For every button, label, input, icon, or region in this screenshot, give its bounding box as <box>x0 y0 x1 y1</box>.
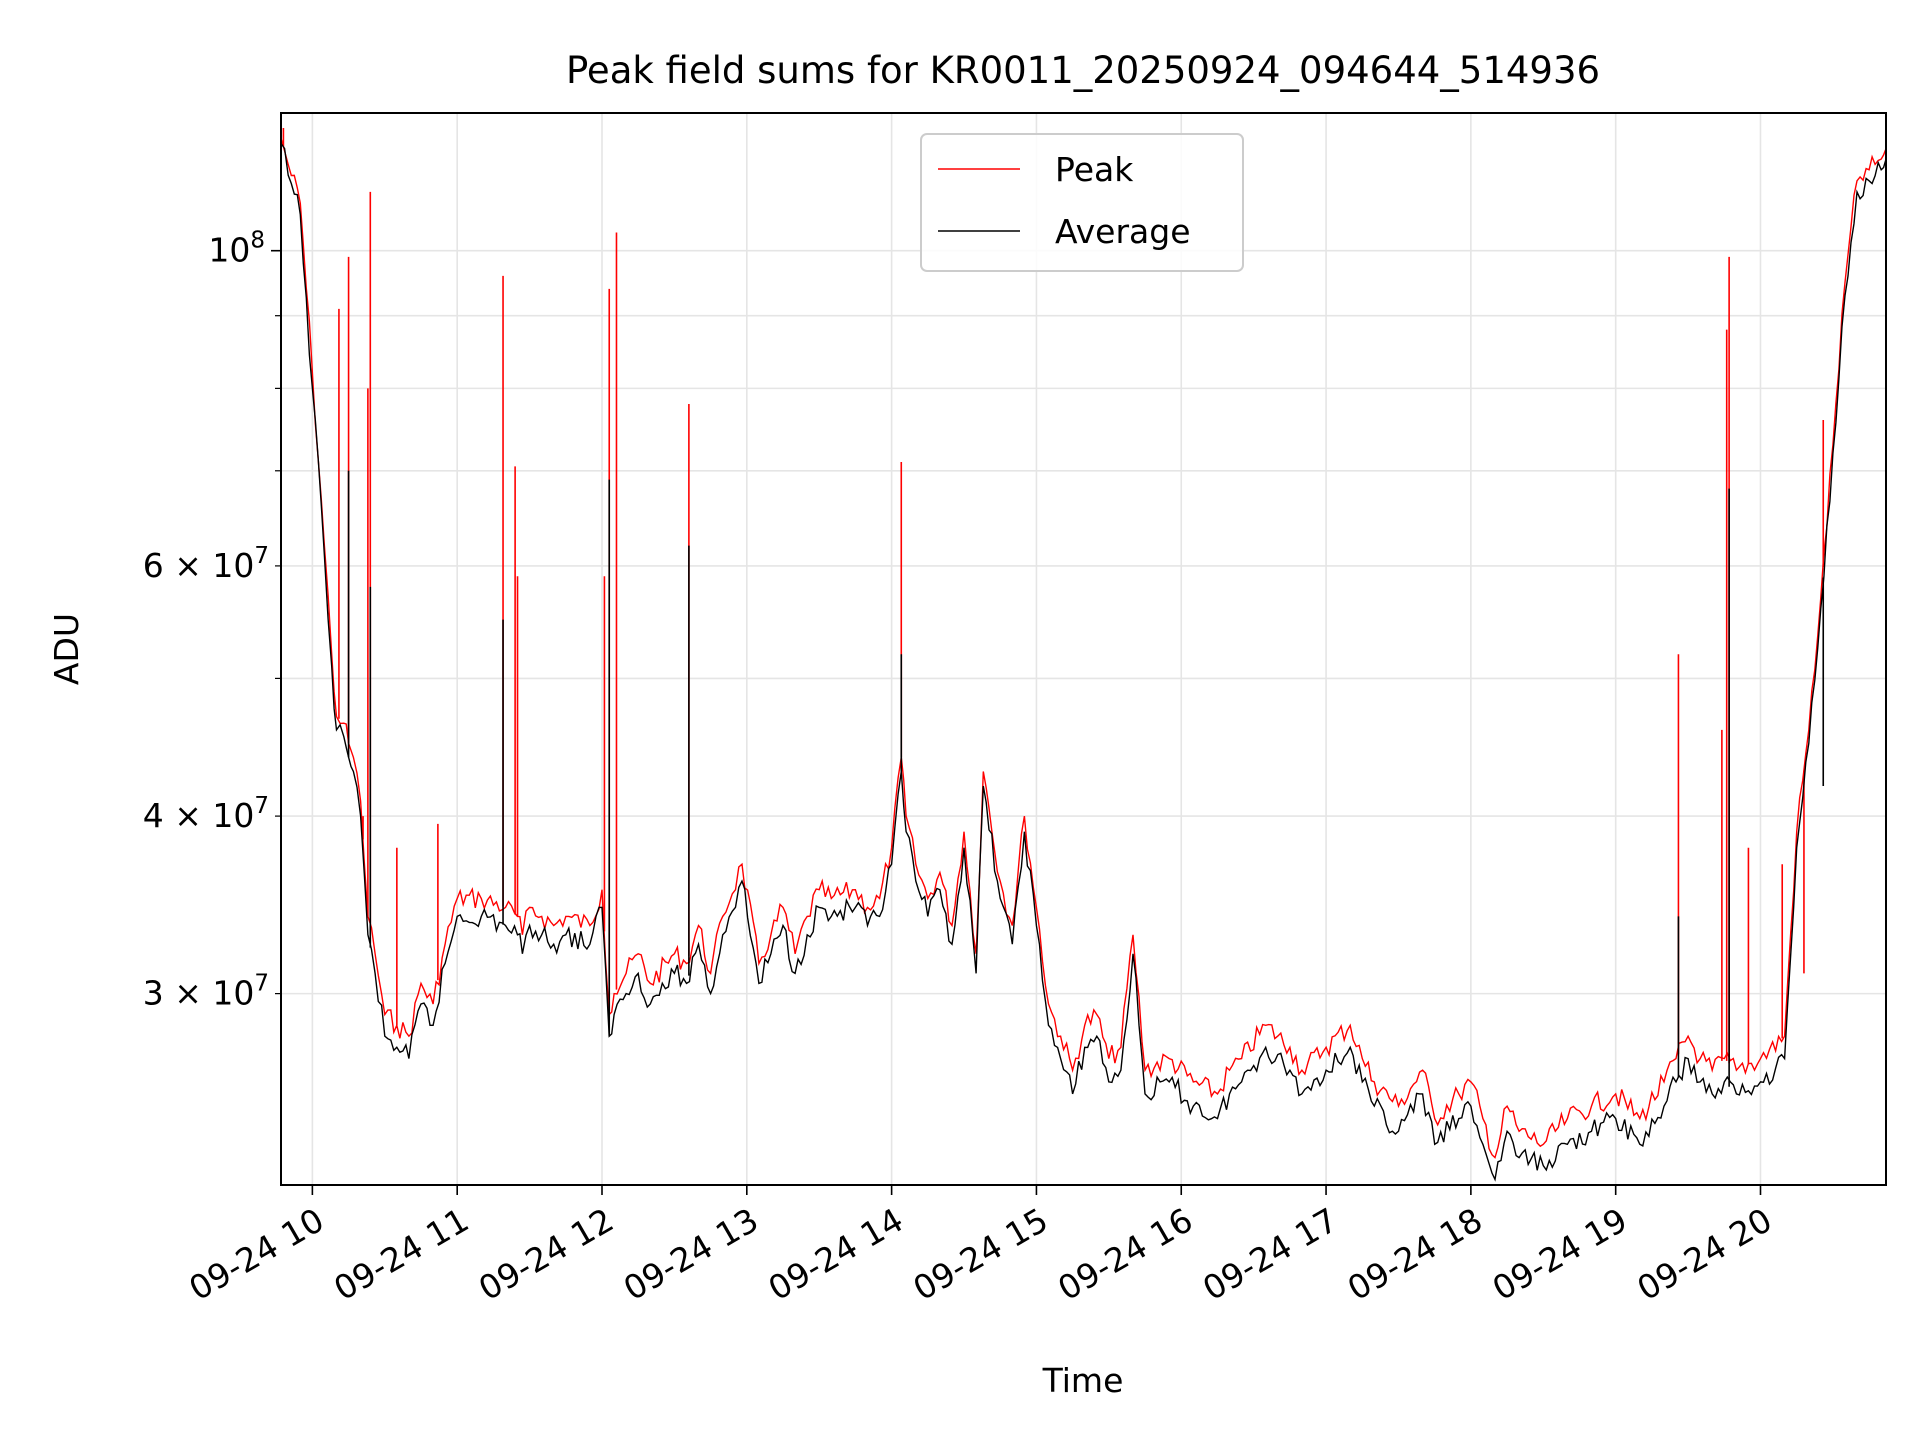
x-axis-label: Time <box>1042 1361 1124 1400</box>
y-tick-label: 4 × 107 <box>143 793 269 835</box>
y-tick-label: 108 <box>208 228 265 270</box>
series-peak <box>281 127 1886 1159</box>
series-average <box>281 142 1886 1182</box>
plot-frame <box>280 112 1887 1186</box>
grid-lines <box>281 113 1886 1185</box>
y-axis-label: ADU <box>47 613 86 685</box>
y-axis-ticks: 108 3 × 107 4 × 107 6 × 107 <box>143 228 281 1013</box>
series-line-average <box>281 142 1886 1182</box>
y-tick-label: 6 × 107 <box>143 543 269 585</box>
series-lines <box>281 127 1886 1182</box>
chart-title: Peak field sums for KR0011_20250924_0946… <box>566 49 1600 92</box>
legend-label-average: Average <box>1055 212 1191 251</box>
y-tick-label: 3 × 107 <box>143 971 269 1013</box>
series-line-peak <box>281 138 1886 1159</box>
legend: Peak Average <box>920 133 1244 272</box>
legend-label-peak: Peak <box>1055 150 1134 189</box>
